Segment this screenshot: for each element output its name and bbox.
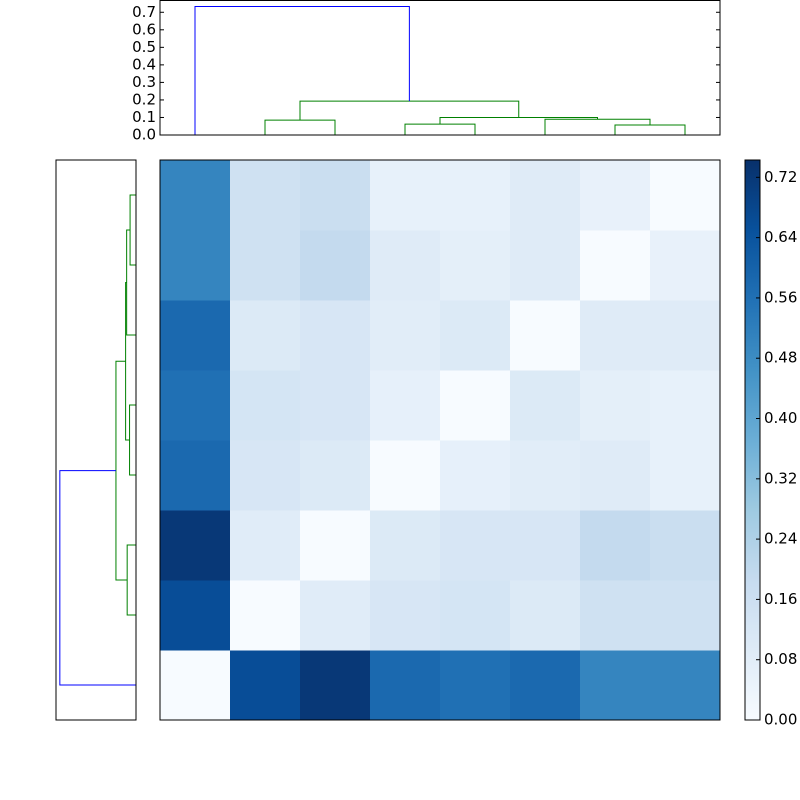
- heatmap-cell: [650, 300, 721, 371]
- heatmap-cell: [370, 440, 441, 511]
- heatmap-cell: [370, 230, 441, 301]
- heatmap-cell: [160, 510, 231, 581]
- heatmap-cell: [160, 440, 231, 511]
- heatmap-cell: [370, 650, 441, 721]
- heatmap-cell: [440, 230, 511, 301]
- colorbar: [745, 160, 760, 720]
- heatmap-cell: [230, 160, 301, 231]
- heatmap-cell: [510, 160, 581, 231]
- heatmap-cell: [440, 510, 511, 581]
- heatmap-cell: [580, 510, 651, 581]
- heatmap-cell: [230, 300, 301, 371]
- left-dendrogram-link: [126, 229, 136, 336]
- heatmap-cell: [160, 160, 231, 231]
- left-dendrogram-frame: [55, 159, 137, 721]
- top-dendrogram-link: [439, 116, 598, 125]
- heatmap-cell: [580, 300, 651, 371]
- heatmap-cell: [510, 580, 581, 651]
- heatmap-cell: [370, 580, 441, 651]
- left-dendrogram-link: [126, 544, 136, 616]
- heatmap-cell: [230, 580, 301, 651]
- heatmap-cell: [160, 230, 231, 301]
- heatmap-cell: [510, 440, 581, 511]
- left-dendrogram-link: [59, 470, 136, 686]
- heatmap-cell: [230, 510, 301, 581]
- heatmap-cell: [300, 300, 371, 371]
- colorbar-tick-label: 0.48: [764, 349, 797, 367]
- heatmap-cell: [650, 580, 721, 651]
- heatmap-cell: [510, 510, 581, 581]
- y-tick-label: 0.6: [132, 20, 156, 38]
- heatmap-cell: [650, 440, 721, 511]
- top-dendrogram-link: [264, 119, 336, 135]
- colorbar-tick-label: 0.64: [764, 228, 797, 246]
- colorbar-tick-label: 0.40: [764, 409, 797, 427]
- heatmap-cell: [580, 650, 651, 721]
- heatmap-cell: [510, 370, 581, 441]
- colorbar-tick-label: 0.16: [764, 590, 797, 608]
- top-dendrogram-link: [404, 123, 476, 135]
- colorbar-tick-label: 0.32: [764, 469, 797, 487]
- heatmap-cell: [580, 370, 651, 441]
- heatmap-cell: [580, 580, 651, 651]
- heatmap-cell: [650, 370, 721, 441]
- y-tick-label: 0.0: [132, 126, 156, 144]
- heatmap-cell: [440, 650, 511, 721]
- colorbar-tick-label: 0.00: [764, 711, 797, 729]
- heatmap-cell: [580, 160, 651, 231]
- y-tick-label: 0.1: [132, 108, 156, 126]
- top-dendrogram-link: [544, 118, 651, 135]
- heatmap-cell: [300, 510, 371, 581]
- left-dendrogram-link: [129, 194, 136, 266]
- heatmap-cell: [440, 440, 511, 511]
- colorbar-tick-label: 0.24: [764, 530, 797, 548]
- colorbar-tick-label: 0.72: [764, 168, 797, 186]
- heatmap-cell: [440, 580, 511, 651]
- heatmap-cell: [510, 230, 581, 301]
- heatmap-cell: [230, 230, 301, 301]
- heatmap-cell: [650, 230, 721, 301]
- top-dendrogram-link: [194, 5, 410, 135]
- heatmap-cell: [580, 230, 651, 301]
- heatmap-cell: [230, 370, 301, 441]
- y-tick-label: 0.7: [132, 3, 156, 21]
- heatmap-cell: [650, 650, 721, 721]
- heatmap-cell: [440, 300, 511, 371]
- heatmap-cell: [650, 160, 721, 231]
- left-dendrogram-link: [129, 404, 136, 476]
- heatmap-cell: [440, 370, 511, 441]
- heatmap-cell: [580, 440, 651, 511]
- heatmap-cell: [160, 580, 231, 651]
- heatmap-cell: [160, 650, 231, 721]
- heatmap-cell: [440, 160, 511, 231]
- heatmap-cell: [300, 160, 371, 231]
- heatmap-cell: [370, 300, 441, 371]
- heatmap-cell: [160, 300, 231, 371]
- y-tick-label: 0.5: [132, 38, 156, 56]
- colorbar-tick-label: 0.56: [764, 288, 797, 306]
- heatmap-cell: [370, 160, 441, 231]
- y-tick-label: 0.3: [132, 73, 156, 91]
- top-dendrogram-link: [614, 124, 686, 135]
- colorbar-frame: [744, 159, 761, 721]
- colorbar-tick-label: 0.08: [764, 650, 797, 668]
- heatmap-frame: [159, 159, 721, 721]
- heatmap-cell: [300, 580, 371, 651]
- heatmap-cell: [650, 510, 721, 581]
- heatmap-cell: [300, 370, 371, 441]
- y-tick-label: 0.4: [132, 55, 156, 73]
- heatmap-cell: [370, 510, 441, 581]
- top-dendrogram-frame: [159, 0, 721, 136]
- heatmap-cell: [300, 230, 371, 301]
- heatmap-cell: [160, 370, 231, 441]
- heatmap-cell: [370, 370, 441, 441]
- heatmap-cell: [300, 440, 371, 511]
- heatmap-cell: [510, 650, 581, 721]
- heatmap-cell: [230, 650, 301, 721]
- heatmap-cell: [230, 440, 301, 511]
- y-tick-label: 0.2: [132, 90, 156, 108]
- heatmap-cell: [510, 300, 581, 371]
- heatmap-cell: [300, 650, 371, 721]
